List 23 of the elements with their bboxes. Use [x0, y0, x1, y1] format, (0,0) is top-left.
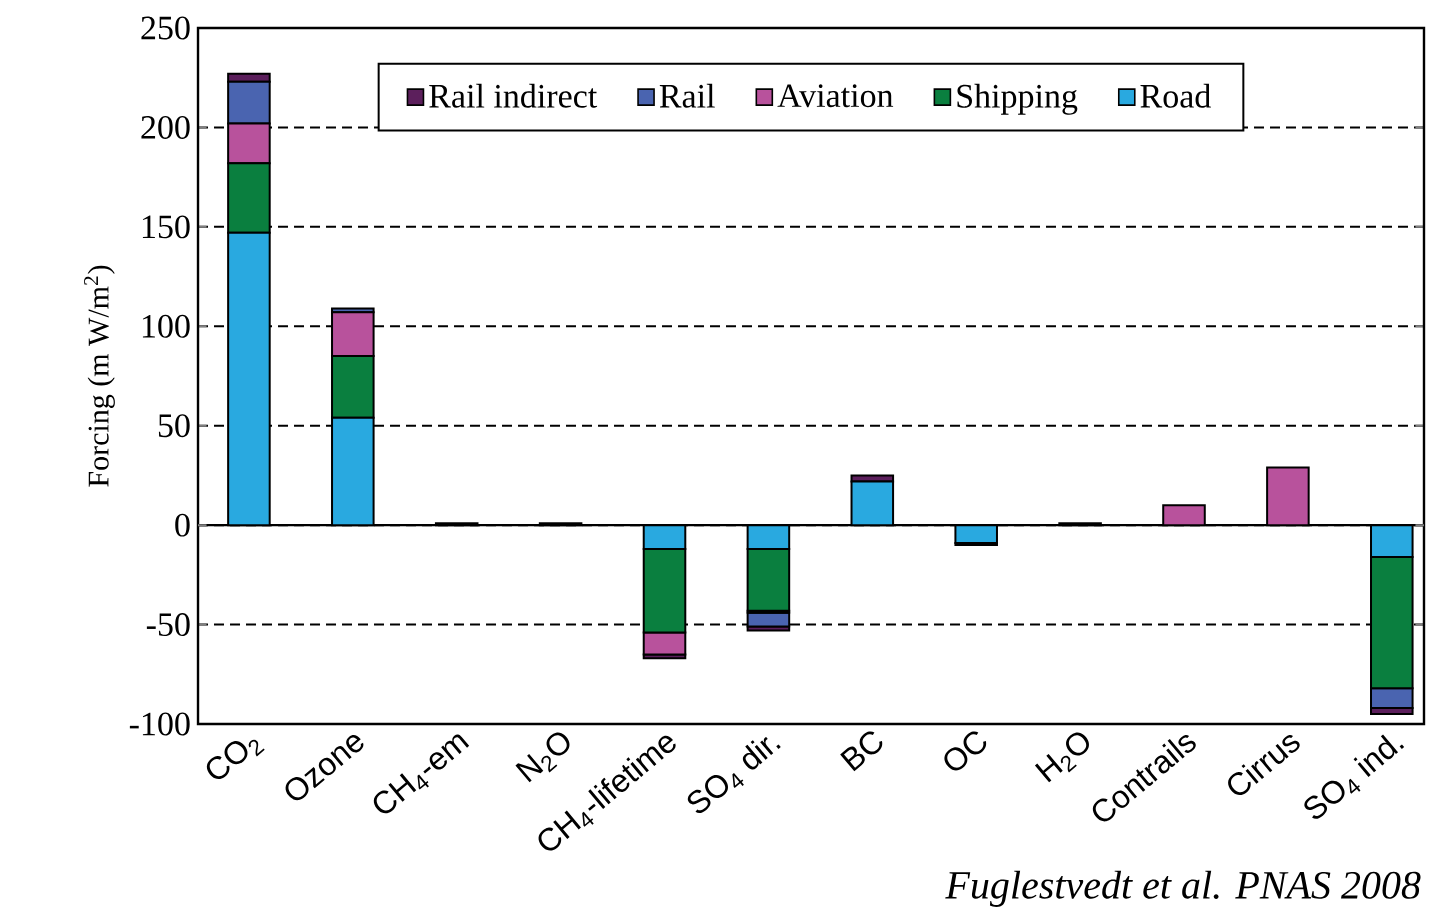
y-tick-label: -100 [129, 712, 190, 736]
text: Fuglestvedt et al. PNAS 2008 [945, 870, 1421, 907]
x-tick-label: N$_{2}$O [515, 732, 570, 783]
legend-label: Shipping [957, 83, 1078, 115]
y-tick-label: 250 [141, 16, 190, 40]
x-tick-label: H$_{2}$O [1034, 732, 1089, 783]
legend-label: Rail [659, 83, 715, 108]
legend-label: Rail indirect [429, 83, 598, 108]
legend-label: Road [1140, 83, 1211, 108]
x-tick-label: SO$_{4}$ dir. [687, 736, 781, 814]
y-tick-label: -50 [146, 613, 190, 637]
x-tick-label: SO$_{4}$ ind. [1304, 734, 1405, 819]
legend-label: Aviation [777, 84, 894, 108]
y-tick-label: 150 [142, 215, 190, 239]
x-tick-label: CH$_{4}$-em [373, 734, 470, 814]
x-tick-label: OC [944, 731, 987, 771]
y-tick-label: 100 [142, 314, 190, 338]
x-tick-label: CO$_{2}$ [206, 739, 265, 780]
y-tick-label: 0 [175, 513, 190, 537]
y-tick-label: 200 [141, 115, 190, 139]
y-tick-label: 50 [158, 414, 190, 438]
x-tick-label: BC [840, 731, 883, 772]
y-axis-title: Forcing (m W/m$^{2}$) [84, 265, 115, 487]
